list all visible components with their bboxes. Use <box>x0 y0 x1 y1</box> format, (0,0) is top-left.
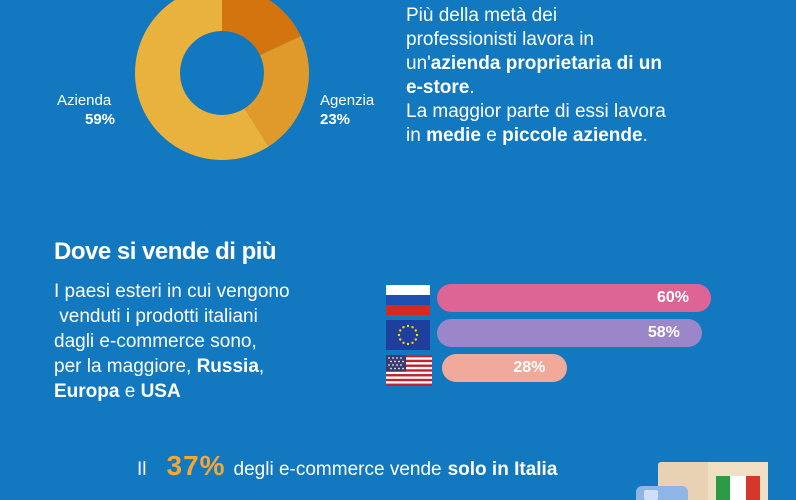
agenzia-pct: 23% <box>320 111 351 128</box>
bar-usa: 28% <box>442 354 568 382</box>
desc-line-4-bold: Russia <box>196 356 259 377</box>
intro-text: Più della metà dei professionisti lavora… <box>406 4 786 148</box>
intro-line-4-bold: e-store <box>406 77 470 98</box>
footer-middle: degli e-commerce vende <box>233 459 442 480</box>
footer-prefix: Il <box>137 459 147 480</box>
desc-line-5-mid: e <box>119 381 141 402</box>
desc-line-4-prefix: per la maggiore, <box>54 356 197 377</box>
intro-line-4-suffix: . <box>469 77 475 98</box>
donut-slice-azienda <box>135 0 269 160</box>
intro-line-6-prefix: in <box>406 125 427 146</box>
desc-line-4: per la maggiore, Russia, <box>54 354 374 379</box>
shipping-box-illustration <box>636 462 768 500</box>
donut-slice-other <box>222 0 301 56</box>
donut-label-agenzia: Agenzia 23% <box>320 91 374 129</box>
footer-percentage: 37% <box>166 450 226 481</box>
bar-usa-label: 28% <box>513 359 546 376</box>
bar-russia-label: 60% <box>656 289 689 306</box>
section-description: I paesi esteri in cui vengono venduti i … <box>54 279 374 404</box>
donut-chart <box>135 0 309 160</box>
intro-line-2: professionisti lavora in <box>406 29 594 50</box>
section-title: Dove si vende di più <box>54 238 277 265</box>
azienda-name: Azienda <box>57 92 112 109</box>
bar-europa: 58% <box>437 319 702 347</box>
footer-bold: solo in Italia <box>447 459 558 480</box>
intro-line-6-mid: e <box>481 125 503 146</box>
desc-line-5: Europa e USA <box>54 379 374 404</box>
intro-line-1: Più della metà dei <box>406 5 558 26</box>
azienda-pct: 59% <box>85 111 116 128</box>
eu-flag-icon <box>386 320 430 350</box>
intro-line-3-prefix: un' <box>406 53 431 74</box>
intro-line-3-bold: azienda proprietaria di un <box>430 53 662 74</box>
desc-line-4-suffix: , <box>258 356 265 377</box>
intro-line-4: e-store. <box>406 76 786 100</box>
desc-line-1: I paesi esteri in cui vengono <box>54 281 290 302</box>
agenzia-name: Agenzia <box>320 92 375 109</box>
intro-line-6-suffix: . <box>642 125 648 146</box>
donut-label-azienda: Azienda 59% <box>57 91 115 129</box>
bar-russia: 60% <box>437 284 711 312</box>
desc-line-5-bold-1: Europa <box>54 381 120 402</box>
intro-line-6: in medie e piccole aziende. <box>406 124 786 148</box>
desc-line-3: dagli e-commerce sono, <box>54 331 257 352</box>
intro-line-6-bold-1: medie <box>426 125 481 146</box>
desc-line-2: venduti i prodotti italiani <box>54 306 258 327</box>
bar-europa-label: 58% <box>647 324 680 341</box>
intro-line-5: La maggior parte di essi lavora <box>406 101 666 122</box>
intro-line-6-bold-2: piccole aziende <box>502 125 643 146</box>
desc-line-5-bold-2: USA <box>140 381 181 402</box>
usa-flag-icon <box>386 355 432 386</box>
footer-statement: Il 37% degli e-commerce vende solo in It… <box>137 450 557 482</box>
intro-line-3: un'azienda proprietaria di un <box>406 52 786 76</box>
donut-slice-agenzia <box>244 35 309 147</box>
russia-flag-icon <box>386 285 430 315</box>
